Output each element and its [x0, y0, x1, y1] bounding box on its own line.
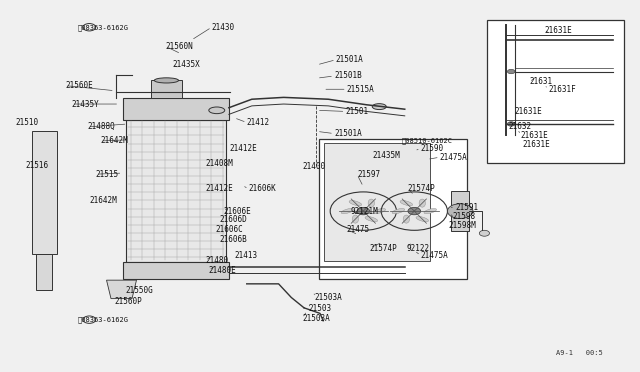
Text: 21515: 21515	[96, 170, 119, 179]
Ellipse shape	[419, 199, 426, 207]
Text: 21435Y: 21435Y	[72, 100, 99, 109]
Ellipse shape	[416, 217, 429, 222]
Ellipse shape	[349, 201, 362, 206]
Text: 21430: 21430	[212, 23, 235, 32]
Ellipse shape	[352, 215, 358, 223]
Text: 21597: 21597	[357, 170, 380, 179]
Text: 21501B: 21501B	[334, 71, 362, 80]
Text: 21412E: 21412E	[230, 144, 257, 153]
Text: 21631E: 21631E	[544, 26, 572, 35]
Bar	[151, 80, 182, 98]
Text: 21590: 21590	[420, 144, 444, 153]
Text: 21516: 21516	[26, 161, 49, 170]
Circle shape	[508, 69, 515, 74]
Polygon shape	[32, 131, 58, 254]
Text: 21631E: 21631E	[515, 107, 542, 116]
Circle shape	[408, 208, 420, 215]
Text: 21503: 21503	[308, 304, 332, 313]
Text: 21480: 21480	[205, 256, 228, 265]
Bar	[319, 140, 467, 279]
Ellipse shape	[368, 199, 374, 207]
Text: 21642M: 21642M	[90, 196, 117, 205]
Ellipse shape	[400, 201, 413, 206]
Text: Ⓢ08363-6162G: Ⓢ08363-6162G	[78, 316, 129, 323]
Text: 21510: 21510	[15, 118, 38, 127]
Text: A9-1   00:5: A9-1 00:5	[556, 350, 602, 356]
Polygon shape	[106, 280, 136, 299]
Text: 21400: 21400	[302, 162, 325, 171]
Text: 21591: 21591	[455, 203, 478, 212]
Text: 21475A: 21475A	[420, 251, 449, 260]
Text: Ⓢ08510-6162C: Ⓢ08510-6162C	[401, 138, 452, 144]
Polygon shape	[36, 254, 52, 290]
Text: Ⓢ08363-6162G: Ⓢ08363-6162G	[78, 24, 129, 31]
Text: 21574P: 21574P	[370, 244, 397, 253]
Text: 21412E: 21412E	[205, 185, 233, 193]
Text: 21632: 21632	[508, 122, 531, 131]
Polygon shape	[123, 98, 229, 119]
Text: 21480E: 21480E	[209, 266, 236, 275]
Text: 21435X: 21435X	[172, 60, 200, 70]
Text: 21550G: 21550G	[125, 286, 154, 295]
Text: 21501A: 21501A	[336, 55, 364, 64]
Text: 21574P: 21574P	[408, 185, 436, 193]
Text: 21503A: 21503A	[315, 293, 342, 302]
Text: 21598: 21598	[452, 212, 476, 221]
Text: 21475: 21475	[347, 225, 370, 234]
Text: 21631E: 21631E	[521, 131, 548, 140]
Text: 21642M: 21642M	[100, 137, 128, 145]
Text: 21475A: 21475A	[440, 153, 468, 162]
Text: 21606K: 21606K	[248, 185, 276, 193]
Ellipse shape	[365, 217, 378, 222]
Text: 21606C: 21606C	[216, 225, 243, 234]
Ellipse shape	[373, 209, 385, 214]
Text: 21413: 21413	[234, 251, 257, 260]
Text: 21412: 21412	[246, 118, 270, 127]
Text: 21408M: 21408M	[205, 158, 233, 168]
Text: 21501: 21501	[346, 107, 369, 116]
Text: 21435M: 21435M	[372, 151, 400, 160]
Circle shape	[508, 122, 515, 126]
Text: 92122: 92122	[406, 244, 429, 253]
Text: 21631F: 21631F	[548, 85, 576, 94]
Text: 21560E: 21560E	[65, 81, 93, 90]
Text: 21598M: 21598M	[449, 221, 476, 230]
Polygon shape	[125, 119, 227, 262]
Text: 21560N: 21560N	[166, 42, 193, 51]
Text: 21501A: 21501A	[334, 129, 362, 138]
Text: 21515A: 21515A	[347, 85, 374, 94]
Bar	[324, 143, 430, 260]
Ellipse shape	[372, 104, 387, 110]
Ellipse shape	[209, 107, 225, 113]
Ellipse shape	[392, 209, 404, 214]
Text: 21631: 21631	[529, 77, 552, 86]
Text: 21488Q: 21488Q	[88, 122, 115, 131]
Circle shape	[357, 208, 370, 215]
Circle shape	[479, 230, 490, 236]
Text: 21503A: 21503A	[302, 314, 330, 323]
Ellipse shape	[154, 78, 179, 83]
Text: 21606B: 21606B	[220, 235, 247, 244]
Bar	[487, 20, 624, 163]
Circle shape	[447, 204, 473, 218]
Bar	[451, 191, 469, 231]
Ellipse shape	[403, 215, 410, 223]
Text: 21606E: 21606E	[223, 206, 251, 216]
Ellipse shape	[341, 209, 354, 214]
Text: 21631E: 21631E	[523, 140, 550, 149]
Text: 21560P: 21560P	[115, 297, 143, 306]
Polygon shape	[123, 262, 229, 279]
Text: 92121M: 92121M	[351, 206, 378, 216]
Text: 21606D: 21606D	[220, 215, 247, 224]
Ellipse shape	[424, 209, 436, 214]
